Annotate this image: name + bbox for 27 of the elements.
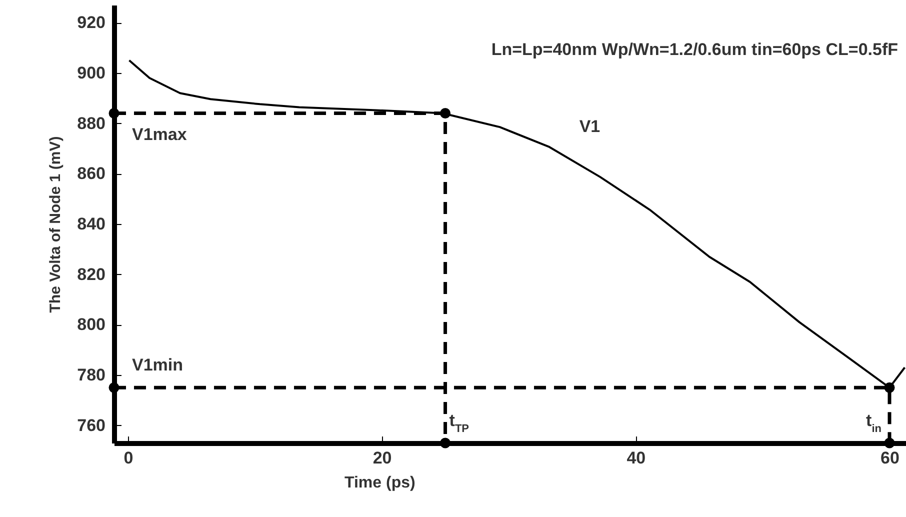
annotation: t$_{TP}$ <box>449 411 470 435</box>
y-tick-label: 800 <box>77 315 106 334</box>
point <box>884 438 895 448</box>
y-tick-label: 760 <box>77 416 106 435</box>
y-tick-label: 880 <box>77 114 106 133</box>
point <box>440 438 451 448</box>
point <box>108 108 120 118</box>
x-tick-label: 20 <box>372 448 392 468</box>
annotation: V1max <box>132 125 188 144</box>
annotation: Ln=Lp=40nm Wp/Wn=1.2/0.6um tin=60ps CL=0.5fF <box>491 40 898 59</box>
y-tick-label: 780 <box>77 366 106 385</box>
y-tick-label: 860 <box>77 164 106 184</box>
y-tick-label: 820 <box>77 264 106 284</box>
x-tick-label: 60 <box>880 448 900 468</box>
y-tick-label: 840 <box>77 214 106 234</box>
x-tick-label: 40 <box>626 448 646 468</box>
y-tick-label: 920 <box>77 13 106 32</box>
point <box>884 382 895 393</box>
annotation: t$_{in}$ <box>866 411 882 435</box>
x-axis-title: Time (ps) <box>344 474 416 492</box>
annotation: V1min <box>132 356 184 375</box>
annotation: V1 <box>579 116 600 136</box>
x-tick-label: 0 <box>124 448 134 468</box>
point <box>108 382 120 393</box>
point <box>440 108 451 118</box>
y-axis-title: The Volta of Node 1 (mV) <box>47 136 64 313</box>
y-tick-label: 900 <box>77 63 106 82</box>
